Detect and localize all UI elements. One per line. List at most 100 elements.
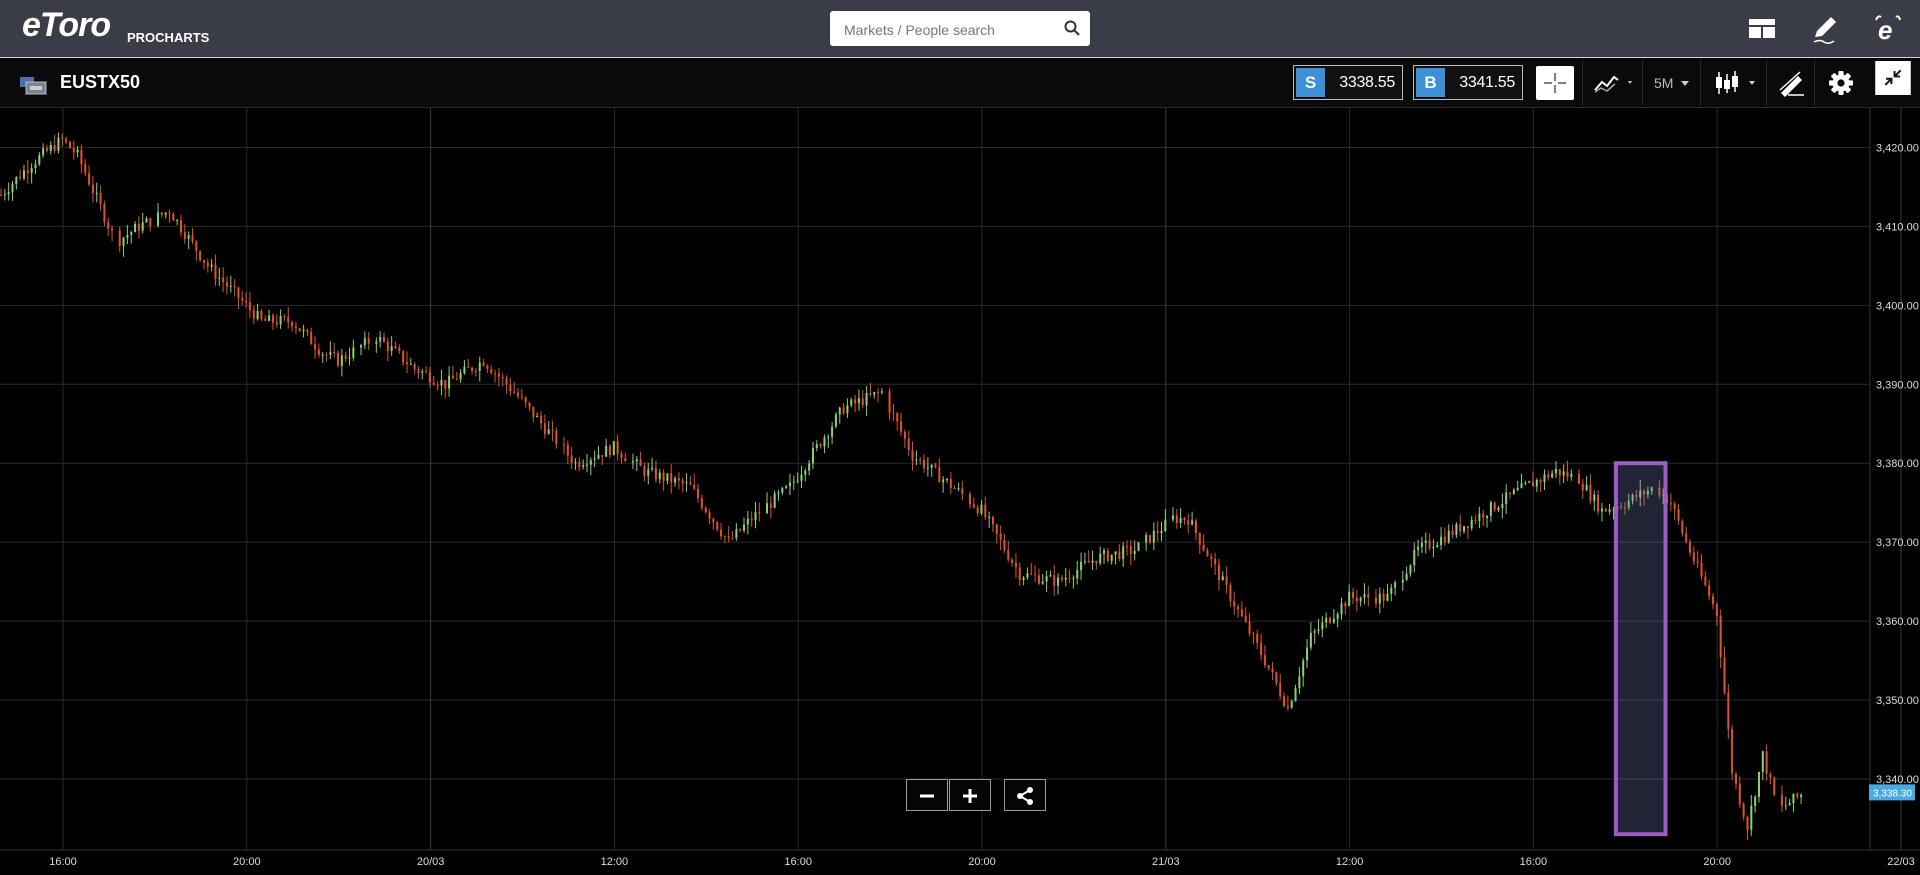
share-button[interactable] [1004,779,1046,811]
pencil-icon[interactable] [1808,12,1842,46]
candle-body [360,345,363,348]
candle-body [773,493,776,508]
candle-body [1329,617,1332,623]
candle-body [1275,672,1278,684]
candle-body [1689,541,1692,553]
etoro-logo[interactable]: eToro PROCHARTS [22,6,209,45]
time-axis[interactable]: 16:00 20:00 20/03 12:00 16:00 20:00 21/03 12:00… [0,849,1920,868]
candle-body [1064,577,1067,580]
search-box[interactable] [830,11,1090,48]
candle-body [1030,573,1033,575]
candle-body [1022,577,1025,580]
candle-body [463,366,466,374]
plus-icon [963,789,977,803]
candle-body [1608,509,1611,512]
candle-body [264,318,267,321]
candle-body [76,149,79,153]
fullscreen-icon[interactable] [1870,61,1916,95]
candle-body [497,373,500,377]
price-chart[interactable]: 3,420.00 3,410.00 3,400.00 3,390.00 3,380.00… [0,108,1920,875]
candle-body [19,177,22,179]
candle-body [681,480,684,484]
candle-body [61,137,64,139]
candle-body [38,155,41,165]
candle-body [1083,561,1086,563]
candle-body [405,362,408,365]
crosshair-icon[interactable] [1536,66,1574,100]
candle-body [524,397,527,403]
instrument-name[interactable]: EUSTX50 [60,72,141,92]
zoom-in-button[interactable] [949,779,991,811]
candle-body [1505,492,1508,504]
etoro-profile-icon[interactable]: e [1872,12,1906,46]
price-axis[interactable]: 3,420.00 3,410.00 3,400.00 3,390.00 3,380.00… [1869,108,1919,850]
candle-body [34,164,37,169]
toolbar-divider [1582,60,1583,106]
candle-body [1681,520,1684,534]
candle-body [344,355,347,359]
candle-body [428,372,431,383]
candle-body [1447,530,1450,543]
buy-button[interactable]: B 3341.55 [1413,65,1523,100]
candle-body [777,492,780,494]
candle-body [1359,597,1362,602]
candle-body [1194,520,1197,534]
candle-body [383,337,385,342]
candle-body [1646,490,1649,495]
candle-body [137,224,140,231]
candle-body [314,344,317,350]
candle-body [7,192,10,195]
candle-body [685,482,688,484]
candle-body [873,392,876,395]
candle-body [919,459,922,461]
candle-body [1160,530,1163,533]
candle-body [1298,676,1301,689]
candle-body [1053,575,1056,586]
candle-body [582,465,585,467]
candle-body [478,362,481,371]
candle-body [869,393,872,395]
indicators-icon[interactable] [1592,66,1636,100]
candle-body [1754,796,1757,806]
layout-icon[interactable] [1745,12,1779,46]
candle-body [1486,515,1489,518]
candle-body [183,232,186,239]
chart-type-icon[interactable] [1712,66,1760,100]
candle-body [815,444,818,448]
candle-body [838,407,841,415]
highlight-box[interactable] [1613,461,1668,837]
candle-body [141,222,144,231]
candle-body [1244,615,1247,622]
candle-body [800,474,803,481]
candle-body [999,533,1002,540]
candle-body [1060,577,1063,580]
search-icon[interactable] [1064,20,1080,36]
candle-body [543,423,546,434]
candle-body [310,331,313,345]
candle-body [99,192,102,205]
candle-body [1191,520,1194,525]
time-tick-label: 16:00 [784,856,812,868]
candle-body [1509,492,1512,494]
candle-body [245,300,248,303]
candle-body [1240,609,1243,616]
interval-selector[interactable]: 5M [1654,66,1690,100]
zoom-out-button[interactable] [906,779,948,811]
candle-body [1428,540,1431,549]
candle-body [1765,751,1768,774]
candle-body [1256,634,1259,644]
search-input[interactable] [842,11,1056,48]
candle-body [601,455,604,457]
candle-body [425,371,428,373]
candle-body [88,173,91,185]
candle-body [1585,484,1588,491]
candle-body [22,170,25,179]
candle-body [1175,515,1178,523]
candle-body [1252,633,1255,635]
gear-icon[interactable] [1824,66,1858,100]
candle-body [942,479,945,483]
drawing-tools-icon[interactable] [1776,66,1808,100]
candle-body [1080,561,1083,571]
sell-button[interactable]: S 3338.55 [1293,65,1403,100]
candle-body [946,478,949,480]
